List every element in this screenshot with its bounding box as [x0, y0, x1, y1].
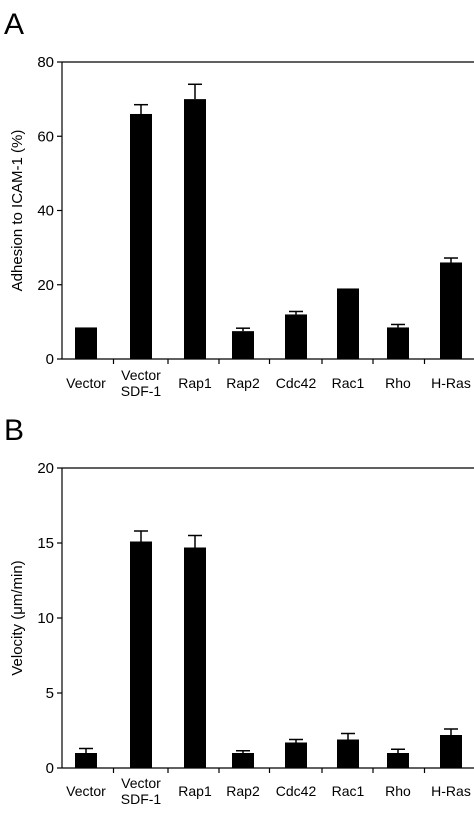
panel-a-category-label: SDF-1: [121, 383, 162, 399]
panel-a-y-tick-label: 60: [37, 128, 54, 145]
panel-a-category-label: Rho: [385, 375, 411, 391]
panel-b-bar: [130, 541, 152, 768]
panel-b-bar: [440, 735, 462, 768]
panel-a-y-tick-label: 40: [37, 203, 54, 220]
panel-a-category-label: Vector: [121, 367, 161, 383]
panel-b-bar: [184, 547, 206, 768]
panel-b-category-label: Rac1: [332, 783, 365, 799]
panel-a-bar: [337, 288, 359, 359]
panel-b-category-label: SDF-1: [121, 791, 162, 807]
panel-b-category-label: Rap1: [178, 783, 212, 799]
panel-a-bar: [184, 99, 206, 359]
panel-b-y-tick-label: 5: [46, 685, 54, 702]
panel-b-category-label: Rho: [385, 783, 411, 799]
panel-b-category-label: Vector: [66, 783, 106, 799]
panel-a-bar: [440, 262, 462, 359]
panel-a-bar: [130, 113, 152, 359]
panel-b-y-axis-title: Velocity (μm/min): [9, 560, 26, 675]
panel-a-y-tick-label: 0: [46, 351, 54, 368]
panel-b-category-label: Vector: [121, 775, 161, 791]
panel-a-category-label: Rac1: [332, 375, 365, 391]
panel-b-category-label: Rap2: [226, 783, 260, 799]
panel-a-y-axis-title: Adhesion to ICAM-1 (%): [9, 130, 26, 292]
panel-b-y-tick-label: 0: [46, 760, 54, 777]
panel-a-bar: [285, 314, 307, 359]
panel-a-category-label: Cdc42: [276, 375, 317, 391]
panel-b-category-label: Cdc42: [276, 783, 317, 799]
panel-a-category-label: Vector: [66, 375, 106, 391]
panel-b-bar: [232, 753, 254, 768]
panel-b-y-tick-label: 20: [37, 460, 54, 477]
panel-a-bar: [75, 327, 97, 359]
panel-a-y-tick-label: 80: [37, 54, 54, 71]
panel-b-bar: [337, 739, 359, 768]
panel-b-label: B: [4, 414, 25, 447]
panel-a-bar: [232, 331, 254, 359]
panel-a-label: A: [4, 8, 25, 41]
panel-b-y-tick-label: 15: [37, 535, 54, 552]
panel-b-bar: [75, 753, 97, 768]
panel-a-bar: [387, 327, 409, 359]
panel-a-y-tick-label: 20: [37, 277, 54, 294]
panel-b-bar: [285, 742, 307, 768]
panel-a-category-label: Rap1: [178, 375, 212, 391]
panel-b-category-label: H-Ras: [431, 783, 471, 799]
panel-a-category-label: Rap2: [226, 375, 260, 391]
panel-b-y-tick-label: 10: [37, 610, 54, 627]
panel-a-category-label: H-Ras: [431, 375, 471, 391]
panel-b-bar: [387, 753, 409, 768]
